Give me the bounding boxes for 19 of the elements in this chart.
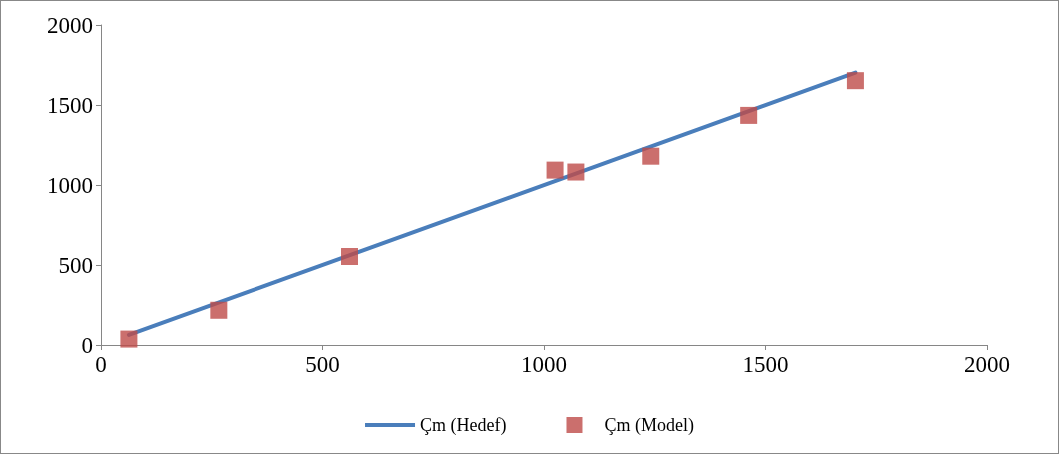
point bbox=[642, 147, 660, 165]
point bbox=[740, 106, 758, 124]
point bbox=[210, 301, 228, 319]
point bbox=[120, 330, 138, 348]
y-tick-label: 2000 bbox=[47, 12, 93, 38]
legend-label: Çm (Model) bbox=[604, 415, 694, 436]
point bbox=[546, 161, 564, 179]
legend-label: Çm (Hedef) bbox=[420, 415, 507, 436]
x-tick-label: 2000 bbox=[964, 352, 1010, 377]
point bbox=[846, 72, 864, 90]
point bbox=[341, 248, 359, 266]
y-tick-label: 1000 bbox=[47, 172, 93, 198]
x-tick-label: 500 bbox=[305, 352, 340, 377]
x-tick-label: 1500 bbox=[742, 352, 789, 377]
point bbox=[567, 163, 585, 181]
y-tick-label: 0 bbox=[81, 332, 93, 358]
y-tick-label: 500 bbox=[58, 252, 93, 278]
y-tick-label: 1500 bbox=[47, 92, 93, 118]
x-tick-label: 1000 bbox=[521, 352, 567, 377]
